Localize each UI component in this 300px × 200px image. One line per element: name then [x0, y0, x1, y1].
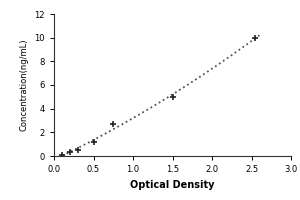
- X-axis label: Optical Density: Optical Density: [130, 180, 215, 190]
- Y-axis label: Concentration(ng/mL): Concentration(ng/mL): [20, 39, 29, 131]
